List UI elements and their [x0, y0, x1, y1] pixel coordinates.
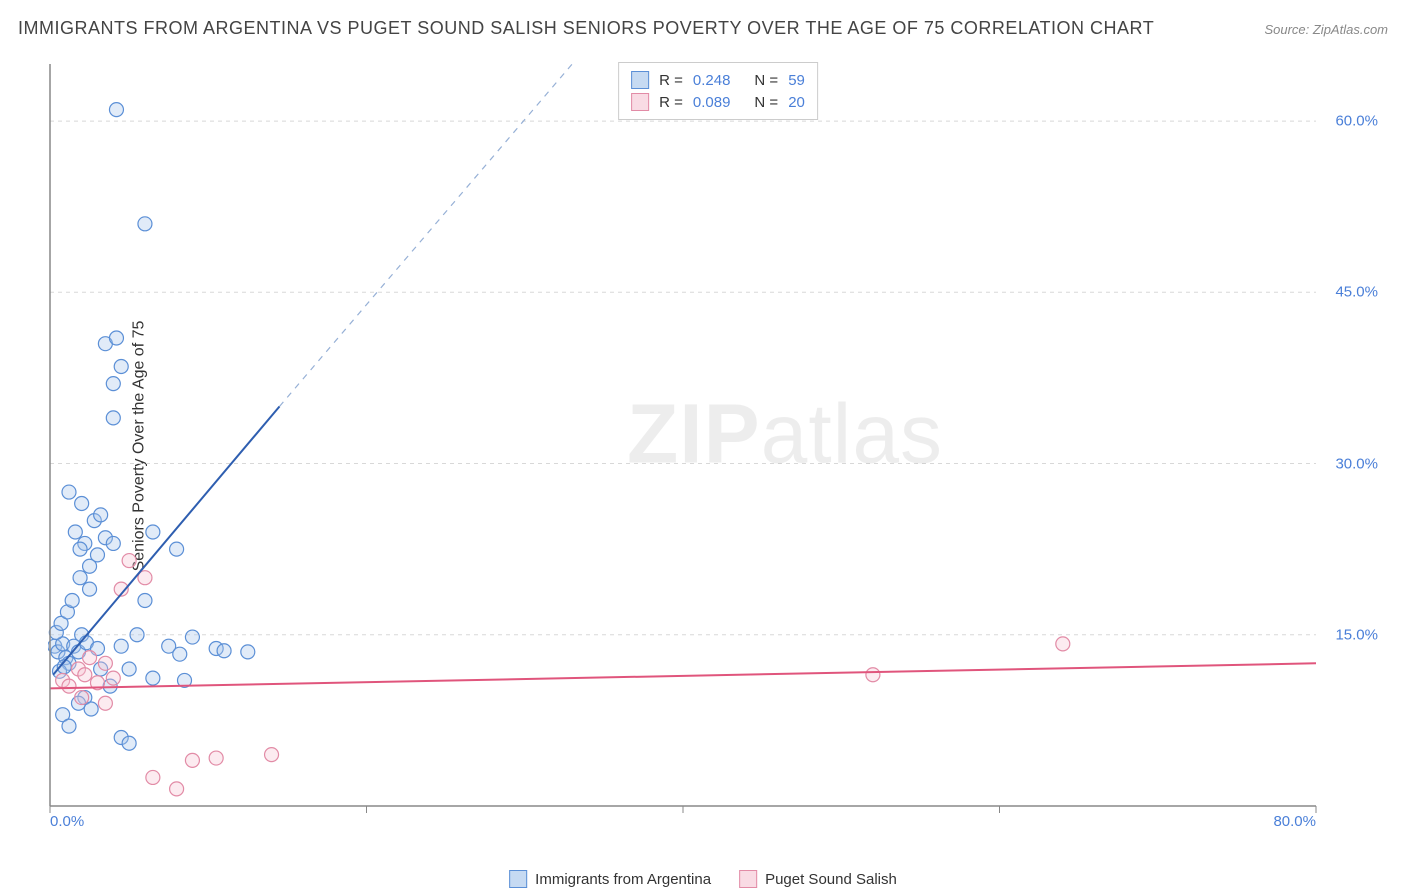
series-legend: Immigrants from Argentina Puget Sound Sal…	[509, 870, 897, 888]
data-point-series-0	[122, 736, 136, 750]
legend-swatch	[631, 93, 649, 111]
data-point-series-0	[106, 536, 120, 550]
data-point-series-0	[173, 647, 187, 661]
data-point-series-1	[146, 770, 160, 784]
data-point-series-0	[90, 548, 104, 562]
data-point-series-0	[109, 103, 123, 117]
trendline-solid	[50, 663, 1316, 688]
source-attribution: Source: ZipAtlas.com	[1264, 22, 1388, 37]
legend-r-label: R =	[659, 94, 683, 111]
data-point-series-0	[106, 377, 120, 391]
legend-swatch	[739, 870, 757, 888]
data-point-series-1	[170, 782, 184, 796]
data-point-series-1	[265, 748, 279, 762]
legend-row: R = 0.089 N = 20	[631, 91, 805, 113]
data-point-series-1	[866, 668, 880, 682]
trendline-dashed	[279, 64, 572, 406]
data-point-series-1	[106, 671, 120, 685]
data-point-series-1	[75, 691, 89, 705]
data-point-series-1	[185, 753, 199, 767]
data-point-series-0	[138, 217, 152, 231]
data-point-series-0	[146, 671, 160, 685]
legend-row: R = 0.248 N = 59	[631, 69, 805, 91]
legend-item: Puget Sound Salish	[739, 870, 897, 888]
legend-n-label: N =	[754, 72, 778, 89]
data-point-series-1	[122, 554, 136, 568]
data-point-series-1	[78, 668, 92, 682]
data-point-series-0	[73, 542, 87, 556]
y-tick-label: 45.0%	[1335, 284, 1378, 301]
legend-label: Puget Sound Salish	[765, 871, 897, 888]
data-point-series-0	[241, 645, 255, 659]
data-point-series-0	[83, 582, 97, 596]
data-point-series-0	[138, 594, 152, 608]
legend-n-value: 20	[788, 94, 805, 111]
chart-area: R = 0.248N = 59R = 0.089N = 20 ZIPatlas …	[48, 60, 1388, 840]
correlation-legend: R = 0.248 N = 59 R = 0.089 N = 20	[618, 62, 818, 120]
data-point-series-0	[170, 542, 184, 556]
data-point-series-0	[217, 644, 231, 658]
data-point-series-0	[65, 594, 79, 608]
y-tick-label: 15.0%	[1335, 626, 1378, 643]
data-point-series-1	[98, 696, 112, 710]
data-point-series-0	[122, 662, 136, 676]
data-point-series-0	[109, 331, 123, 345]
data-point-series-0	[75, 496, 89, 510]
scatter-plot-svg	[48, 60, 1388, 840]
legend-n-label: N =	[754, 94, 778, 111]
data-point-series-1	[83, 651, 97, 665]
data-point-series-0	[114, 360, 128, 374]
x-tick-label: 0.0%	[50, 813, 84, 830]
x-tick-label: 80.0%	[1273, 813, 1316, 830]
legend-item: Immigrants from Argentina	[509, 870, 711, 888]
data-point-series-0	[62, 485, 76, 499]
data-point-series-0	[68, 525, 82, 539]
legend-label: Immigrants from Argentina	[535, 871, 711, 888]
data-point-series-1	[209, 751, 223, 765]
data-point-series-0	[146, 525, 160, 539]
data-point-series-1	[1056, 637, 1070, 651]
legend-r-value: 0.089	[693, 94, 731, 111]
legend-r-label: R =	[659, 72, 683, 89]
data-point-series-0	[106, 411, 120, 425]
data-point-series-1	[98, 656, 112, 670]
data-point-series-1	[62, 679, 76, 693]
legend-n-value: 59	[788, 72, 805, 89]
chart-title: IMMIGRANTS FROM ARGENTINA VS PUGET SOUND…	[18, 18, 1154, 39]
data-point-series-0	[185, 630, 199, 644]
legend-r-value: 0.248	[693, 72, 731, 89]
data-point-series-0	[62, 719, 76, 733]
data-point-series-0	[114, 639, 128, 653]
y-tick-label: 60.0%	[1335, 113, 1378, 130]
data-point-series-0	[94, 508, 108, 522]
legend-swatch	[509, 870, 527, 888]
legend-swatch	[631, 71, 649, 89]
data-point-series-0	[130, 628, 144, 642]
data-point-series-0	[84, 702, 98, 716]
data-point-series-0	[73, 571, 87, 585]
y-tick-label: 30.0%	[1335, 455, 1378, 472]
